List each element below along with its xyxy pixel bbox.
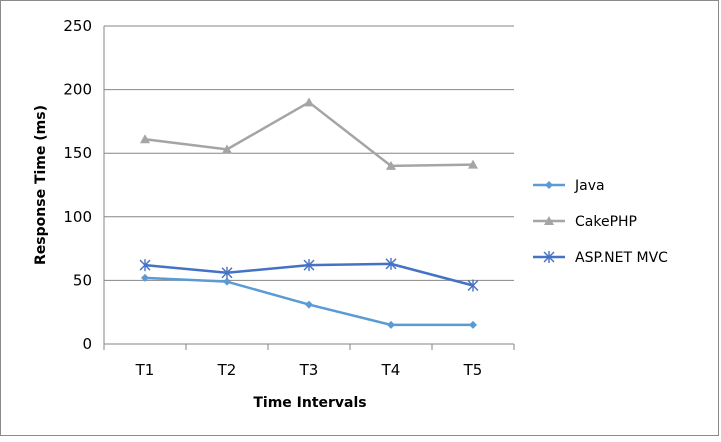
x-axis-title: Time Intervals <box>253 395 366 411</box>
data-point-asp-net-mvc <box>221 266 233 279</box>
x-tick-labels: T1 T2 T3 T4 T5 <box>135 361 483 379</box>
series-group <box>139 97 479 329</box>
legend-marker-asp-net-mvc <box>543 251 555 263</box>
series-line-cakephp <box>144 101 474 168</box>
data-point-java <box>469 320 477 329</box>
data-point-java <box>223 277 231 286</box>
data-point-cakephp <box>386 160 396 170</box>
legend-label-asp-net-mvc: ASP.NET MVC <box>575 250 668 266</box>
y-tick-label: 100 <box>63 208 92 226</box>
x-tick-label: T4 <box>381 361 401 379</box>
legend-item-cakephp: CakePHP <box>533 214 637 230</box>
data-point-java <box>141 273 149 282</box>
y-tick-label: 200 <box>63 81 92 99</box>
series-cakephp <box>140 97 478 170</box>
data-point-asp-net-mvc <box>385 257 397 270</box>
x-tick-label: T2 <box>217 361 237 379</box>
y-axis-title: Response Time (ms) <box>33 105 49 265</box>
data-point-cakephp <box>222 144 232 154</box>
x-tick-label: T3 <box>299 361 319 379</box>
data-point-java <box>305 300 313 309</box>
legend-item-asp-net-mvc: ASP.NET MVC <box>533 250 668 266</box>
legend-label-cakephp: CakePHP <box>575 214 637 230</box>
legend-marker-cakephp <box>544 216 554 225</box>
data-point-cakephp <box>140 134 150 144</box>
data-point-asp-net-mvc <box>467 279 479 292</box>
y-tick-label: 250 <box>63 17 92 35</box>
y-tick-labels: 0 50 100 150 200 250 <box>63 17 92 353</box>
data-point-cakephp <box>468 159 478 169</box>
y-tick-label: 150 <box>63 144 92 162</box>
x-tick-label: T1 <box>135 361 155 379</box>
legend-label-java: Java <box>574 178 605 194</box>
series-asp-net-mvc <box>139 257 479 292</box>
gridlines <box>103 25 515 350</box>
legend: Java CakePHP ASP.NET MVC <box>533 178 668 266</box>
data-point-asp-net-mvc <box>139 259 151 272</box>
y-tick-label: 0 <box>82 335 92 353</box>
data-point-asp-net-mvc <box>303 259 315 272</box>
data-point-cakephp <box>304 97 314 107</box>
legend-marker-java <box>545 181 553 189</box>
series-java <box>141 273 477 329</box>
y-tick-label: 50 <box>73 271 92 289</box>
legend-item-java: Java <box>533 178 605 194</box>
data-point-java <box>387 320 395 329</box>
x-tick-label: T5 <box>463 361 483 379</box>
